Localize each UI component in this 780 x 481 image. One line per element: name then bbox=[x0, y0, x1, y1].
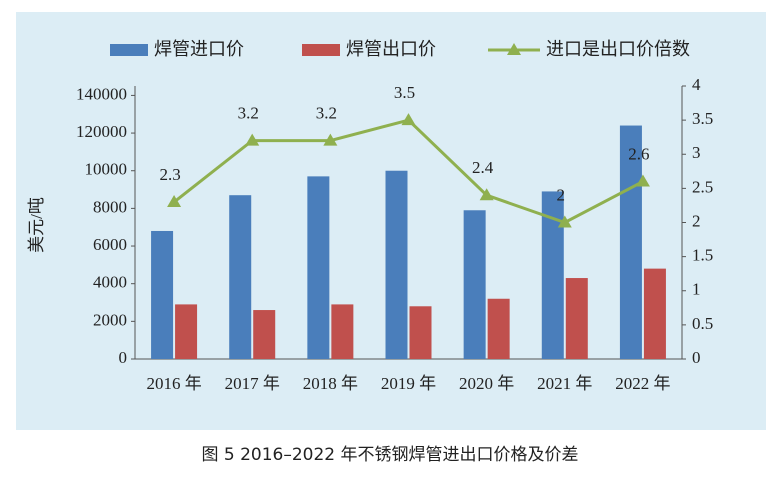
data-label: 3.5 bbox=[394, 83, 415, 102]
bar bbox=[541, 191, 564, 359]
y-tick-label: 4000 bbox=[93, 273, 127, 292]
legend-swatch bbox=[302, 44, 340, 56]
data-label: 2 bbox=[557, 185, 566, 204]
y-tick-label: 0 bbox=[119, 348, 128, 367]
bar bbox=[151, 230, 174, 359]
line-marker bbox=[167, 195, 182, 208]
bar bbox=[385, 170, 408, 359]
data-label: 2.3 bbox=[159, 165, 180, 184]
bar bbox=[307, 176, 330, 359]
line-marker bbox=[245, 133, 260, 146]
x-tick-label: 2021 年 bbox=[537, 374, 592, 393]
line-marker bbox=[323, 133, 338, 146]
bar bbox=[253, 310, 276, 359]
legend-label: 焊管进口价 bbox=[154, 39, 244, 60]
x-tick-label: 2017 年 bbox=[225, 374, 280, 393]
bar bbox=[175, 304, 198, 359]
data-label: 3.2 bbox=[316, 104, 337, 123]
bar bbox=[331, 304, 354, 359]
caption: 图 5 2016–2022 年不锈钢焊管进出口价格及价差 bbox=[201, 445, 578, 465]
y2-tick-label: 1.5 bbox=[692, 246, 713, 265]
data-label: 3.2 bbox=[238, 104, 259, 123]
y2-tick-label: 1 bbox=[692, 280, 701, 299]
legend-label: 焊管出口价 bbox=[346, 39, 436, 60]
y2-tick-label: 3 bbox=[692, 143, 701, 162]
legend-label: 进口是出口价倍数 bbox=[546, 39, 690, 60]
bar bbox=[643, 268, 666, 359]
y2-tick-label: 2 bbox=[692, 211, 701, 230]
x-tick-label: 2019 年 bbox=[381, 374, 436, 393]
y2-tick-label: 0.5 bbox=[692, 314, 713, 333]
data-label: 2.6 bbox=[628, 144, 649, 163]
line-marker bbox=[557, 215, 572, 228]
y-axis-title: 美元/吨 bbox=[27, 197, 46, 253]
y2-tick-label: 0 bbox=[692, 348, 701, 367]
legend-swatch bbox=[110, 44, 148, 56]
x-tick-label: 2018 年 bbox=[303, 374, 358, 393]
y2-tick-label: 4 bbox=[692, 75, 701, 94]
bar bbox=[409, 306, 432, 359]
y2-tick-label: 2.5 bbox=[692, 177, 713, 196]
y-tick-label: 10000 bbox=[85, 160, 128, 179]
bar bbox=[463, 210, 486, 359]
line-marker bbox=[635, 174, 650, 187]
y-tick-label: 120000 bbox=[76, 122, 127, 141]
data-label: 2.4 bbox=[472, 158, 494, 177]
bar bbox=[565, 278, 588, 359]
line-marker bbox=[479, 188, 494, 201]
y-tick-label: 8000 bbox=[93, 197, 127, 216]
y-tick-label: 140000 bbox=[76, 84, 127, 103]
legend-marker bbox=[507, 43, 521, 55]
x-tick-label: 2016 年 bbox=[146, 374, 201, 393]
bar bbox=[487, 298, 510, 359]
y-tick-label: 6000 bbox=[93, 235, 127, 254]
line-marker bbox=[401, 113, 416, 126]
x-tick-label: 2020 年 bbox=[459, 374, 514, 393]
bar bbox=[229, 195, 252, 359]
y-tick-label: 2000 bbox=[93, 310, 127, 329]
x-tick-label: 2022 年 bbox=[615, 374, 670, 393]
y2-tick-label: 3.5 bbox=[692, 109, 713, 128]
